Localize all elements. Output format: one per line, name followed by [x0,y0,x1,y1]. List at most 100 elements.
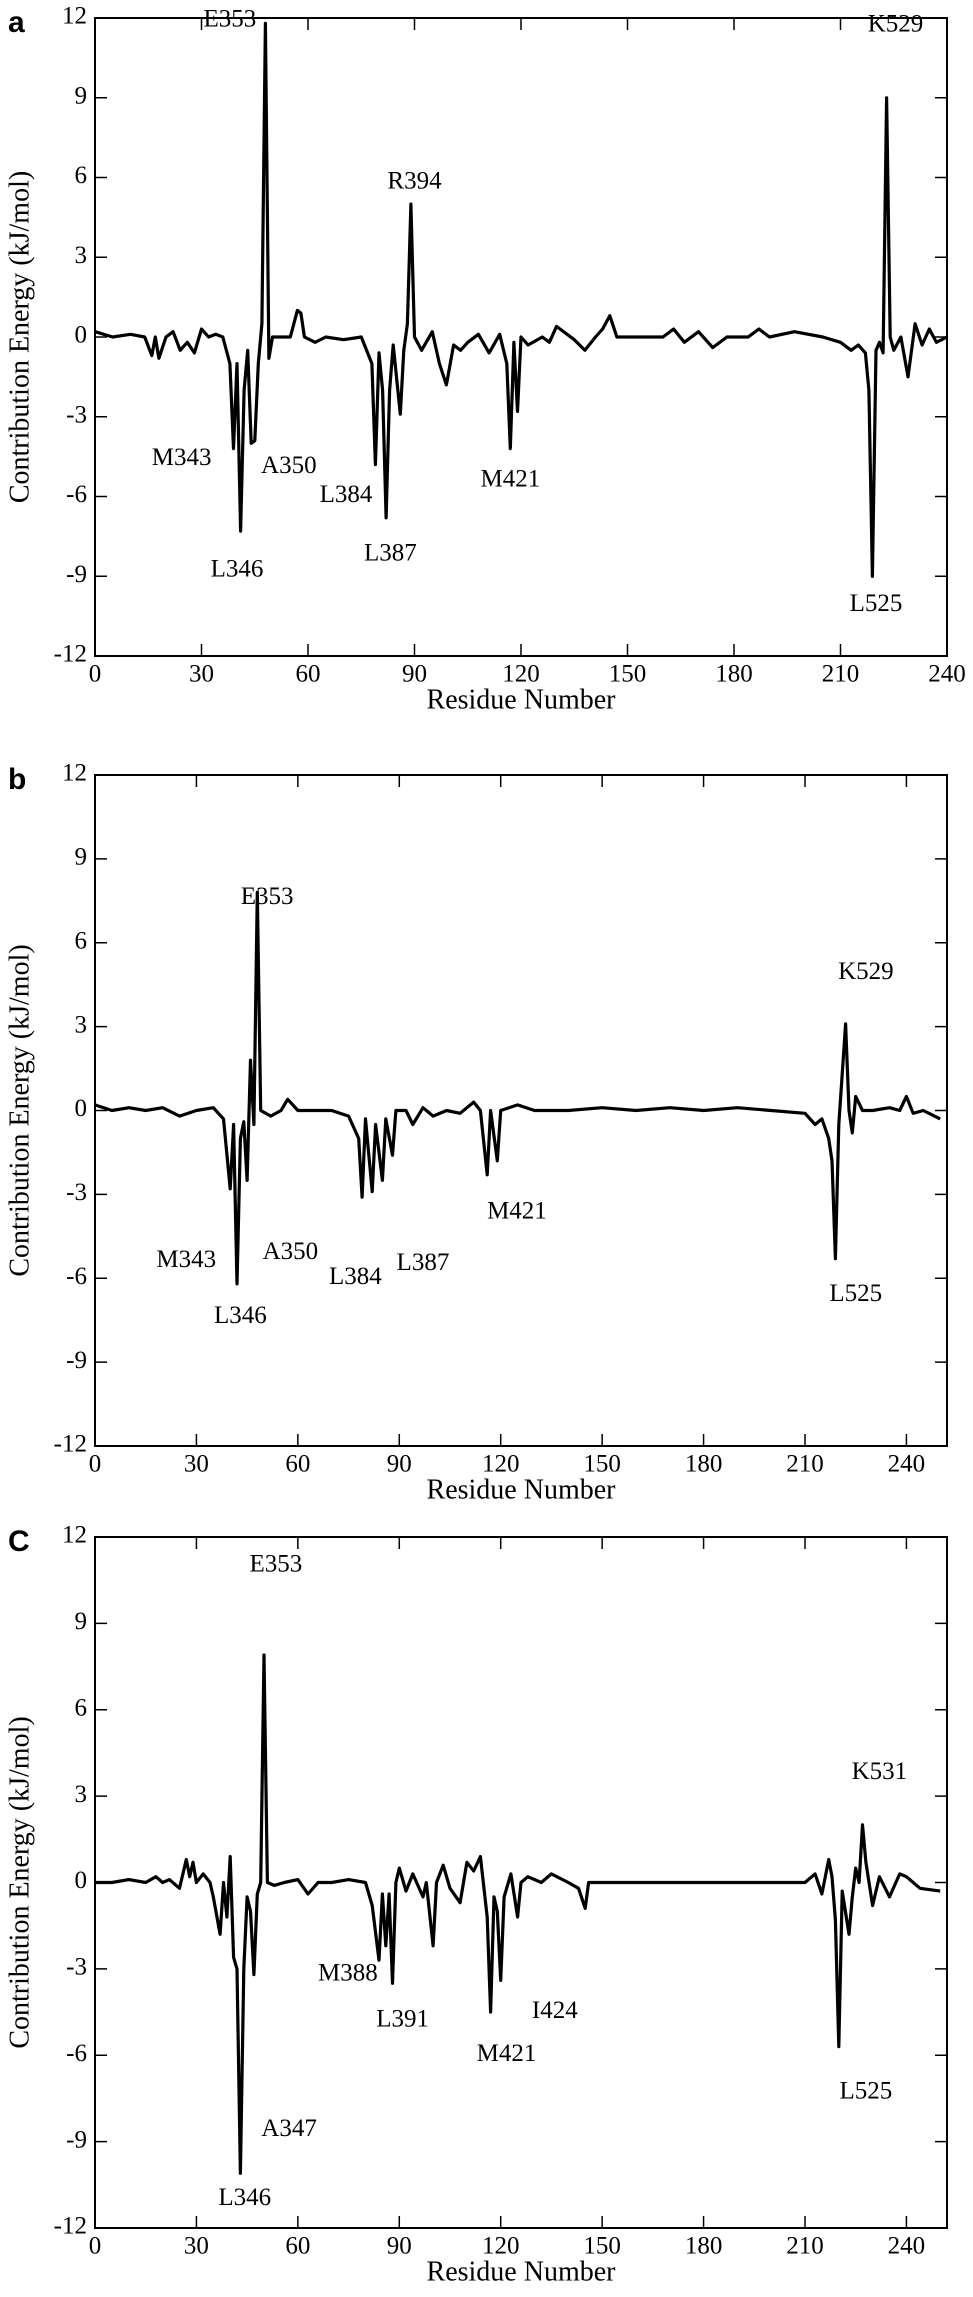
y-tick-label: 0 [75,1095,88,1122]
panel-label: C [8,1525,30,1558]
x-tick-label: 120 [502,661,540,688]
y-tick-label: 12 [62,760,87,787]
annotation: A350 [261,452,317,479]
annotation: L384 [320,481,373,508]
y-tick-label: -12 [54,2213,87,2240]
x-tick-label: 210 [786,2233,824,2260]
x-tick-label: 240 [888,2233,926,2260]
panel-label: b [8,763,26,796]
y-tick-label: 9 [75,844,88,871]
x-axis-title: Residue Number [427,2256,617,2287]
y-axis-title: Contribution Energy (kJ/mol) [4,1716,35,2048]
annotation: L346 [211,556,264,583]
x-tick-label: 240 [888,1451,926,1478]
annotation: A347 [261,2115,317,2142]
annotation: M343 [156,1246,216,1273]
annotation: L391 [376,2005,429,2032]
annotation: A350 [263,1238,319,1265]
x-tick-label: 0 [89,661,102,688]
x-tick-label: 60 [285,1451,310,1478]
x-tick-label: 0 [89,2233,102,2260]
x-tick-label: 150 [583,1451,621,1478]
y-tick-label: 9 [75,1608,88,1635]
y-tick-label: 12 [62,3,87,30]
energy-line [95,1653,941,2175]
plot-frame [94,774,948,1447]
x-tick-label: 30 [184,1451,209,1478]
x-tick-label: 0 [89,1451,102,1478]
y-tick-label: 6 [75,927,88,954]
y-tick-label: 6 [75,162,88,189]
y-tick-label: 6 [75,1694,88,1721]
x-tick-label: 150 [609,661,647,688]
annotation: M421 [480,465,540,492]
panel-label: a [8,6,25,39]
y-tick-label: -6 [66,2040,87,2067]
y-tick-label: -9 [66,561,87,588]
y-tick-label: -3 [66,1954,87,1981]
annotation: M421 [487,1197,547,1224]
annotation: M388 [318,1959,378,1986]
x-tick-label: 60 [296,661,321,688]
annotation: L346 [214,1302,267,1329]
annotation: E353 [204,5,257,32]
y-axis-title: Contribution Energy (kJ/mol) [4,171,35,503]
annotation: L525 [839,2077,892,2104]
annotation: K531 [852,1758,908,1785]
annotation: L525 [850,590,903,617]
y-tick-label: 3 [75,1011,88,1038]
y-tick-label: -6 [66,481,87,508]
x-axis-title: Residue Number [427,1474,617,1505]
y-tick-label: -3 [66,401,87,428]
annotation: K529 [868,11,924,38]
y-tick-label: -12 [54,1431,87,1458]
x-tick-label: 90 [387,1451,412,1478]
x-tick-label: 60 [285,2233,310,2260]
annotation: E353 [241,883,294,910]
x-tick-label: 240 [928,661,966,688]
y-tick-label: -6 [66,1263,87,1290]
y-tick-label: 0 [75,1867,88,1894]
annotation: M343 [152,444,212,471]
annotation: M421 [477,2040,537,2067]
x-tick-label: 180 [715,661,753,688]
x-tick-label: 90 [402,661,427,688]
y-tick-label: -9 [66,1347,87,1374]
x-tick-label: 120 [482,1451,520,1478]
y-tick-label: 0 [75,322,88,349]
y-tick-label: 3 [75,242,88,269]
energy-line [94,890,941,1286]
annotation: L384 [329,1263,382,1290]
y-tick-label: 3 [75,1781,88,1808]
annotation: L525 [829,1280,882,1307]
x-tick-label: 30 [184,2233,209,2260]
x-tick-label: 180 [685,1451,723,1478]
x-axis-title: Residue Number [427,684,617,715]
annotation: I424 [532,1997,578,2024]
x-tick-label: 210 [822,661,860,688]
x-tick-label: 180 [685,2233,723,2260]
x-tick-label: 120 [482,2233,520,2260]
y-tick-label: -9 [66,2126,87,2153]
y-tick-label: 12 [62,1522,87,1549]
annotation: L346 [218,2184,271,2211]
x-tick-label: 150 [583,2233,621,2260]
y-tick-label: -3 [66,1179,87,1206]
annotation: K529 [838,958,894,985]
x-tick-label: 30 [189,661,214,688]
y-tick-label: 9 [75,82,88,109]
x-tick-label: 90 [387,2233,412,2260]
x-tick-label: 210 [786,1451,824,1478]
energy-line [94,21,948,578]
annotation: L387 [364,540,417,567]
annotation: L387 [397,1249,450,1276]
annotation: E353 [249,1551,302,1578]
annotation: R394 [387,168,442,195]
y-tick-label: -12 [54,641,87,668]
y-axis-title: Contribution Energy (kJ/mol) [4,944,35,1276]
